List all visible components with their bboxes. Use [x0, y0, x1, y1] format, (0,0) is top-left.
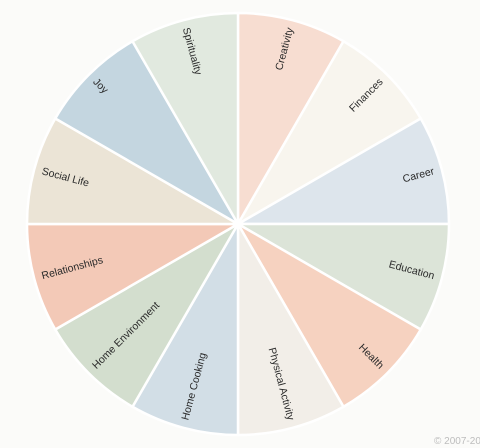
wheel-segment-physical-activity[interactable] [236, 219, 346, 437]
wheel-segment-joy[interactable] [53, 39, 242, 228]
wheel-segment-home-cooking[interactable] [130, 219, 240, 437]
wheel-segment-relationships[interactable] [25, 222, 243, 332]
wheel-segment-health[interactable] [234, 220, 423, 409]
wheel-segment-creativity[interactable] [236, 11, 346, 229]
footer-copyright: © 2007-2024 [434, 436, 480, 447]
wheel-segment-home-environment[interactable] [53, 220, 242, 409]
wheel-segment-spirituality[interactable] [130, 11, 240, 229]
wheel-segment-social-life[interactable] [25, 116, 243, 226]
wheel-segment-finances[interactable] [234, 39, 423, 228]
wheel-segment-education[interactable] [233, 222, 451, 332]
wheel-segment-career[interactable] [233, 116, 451, 226]
